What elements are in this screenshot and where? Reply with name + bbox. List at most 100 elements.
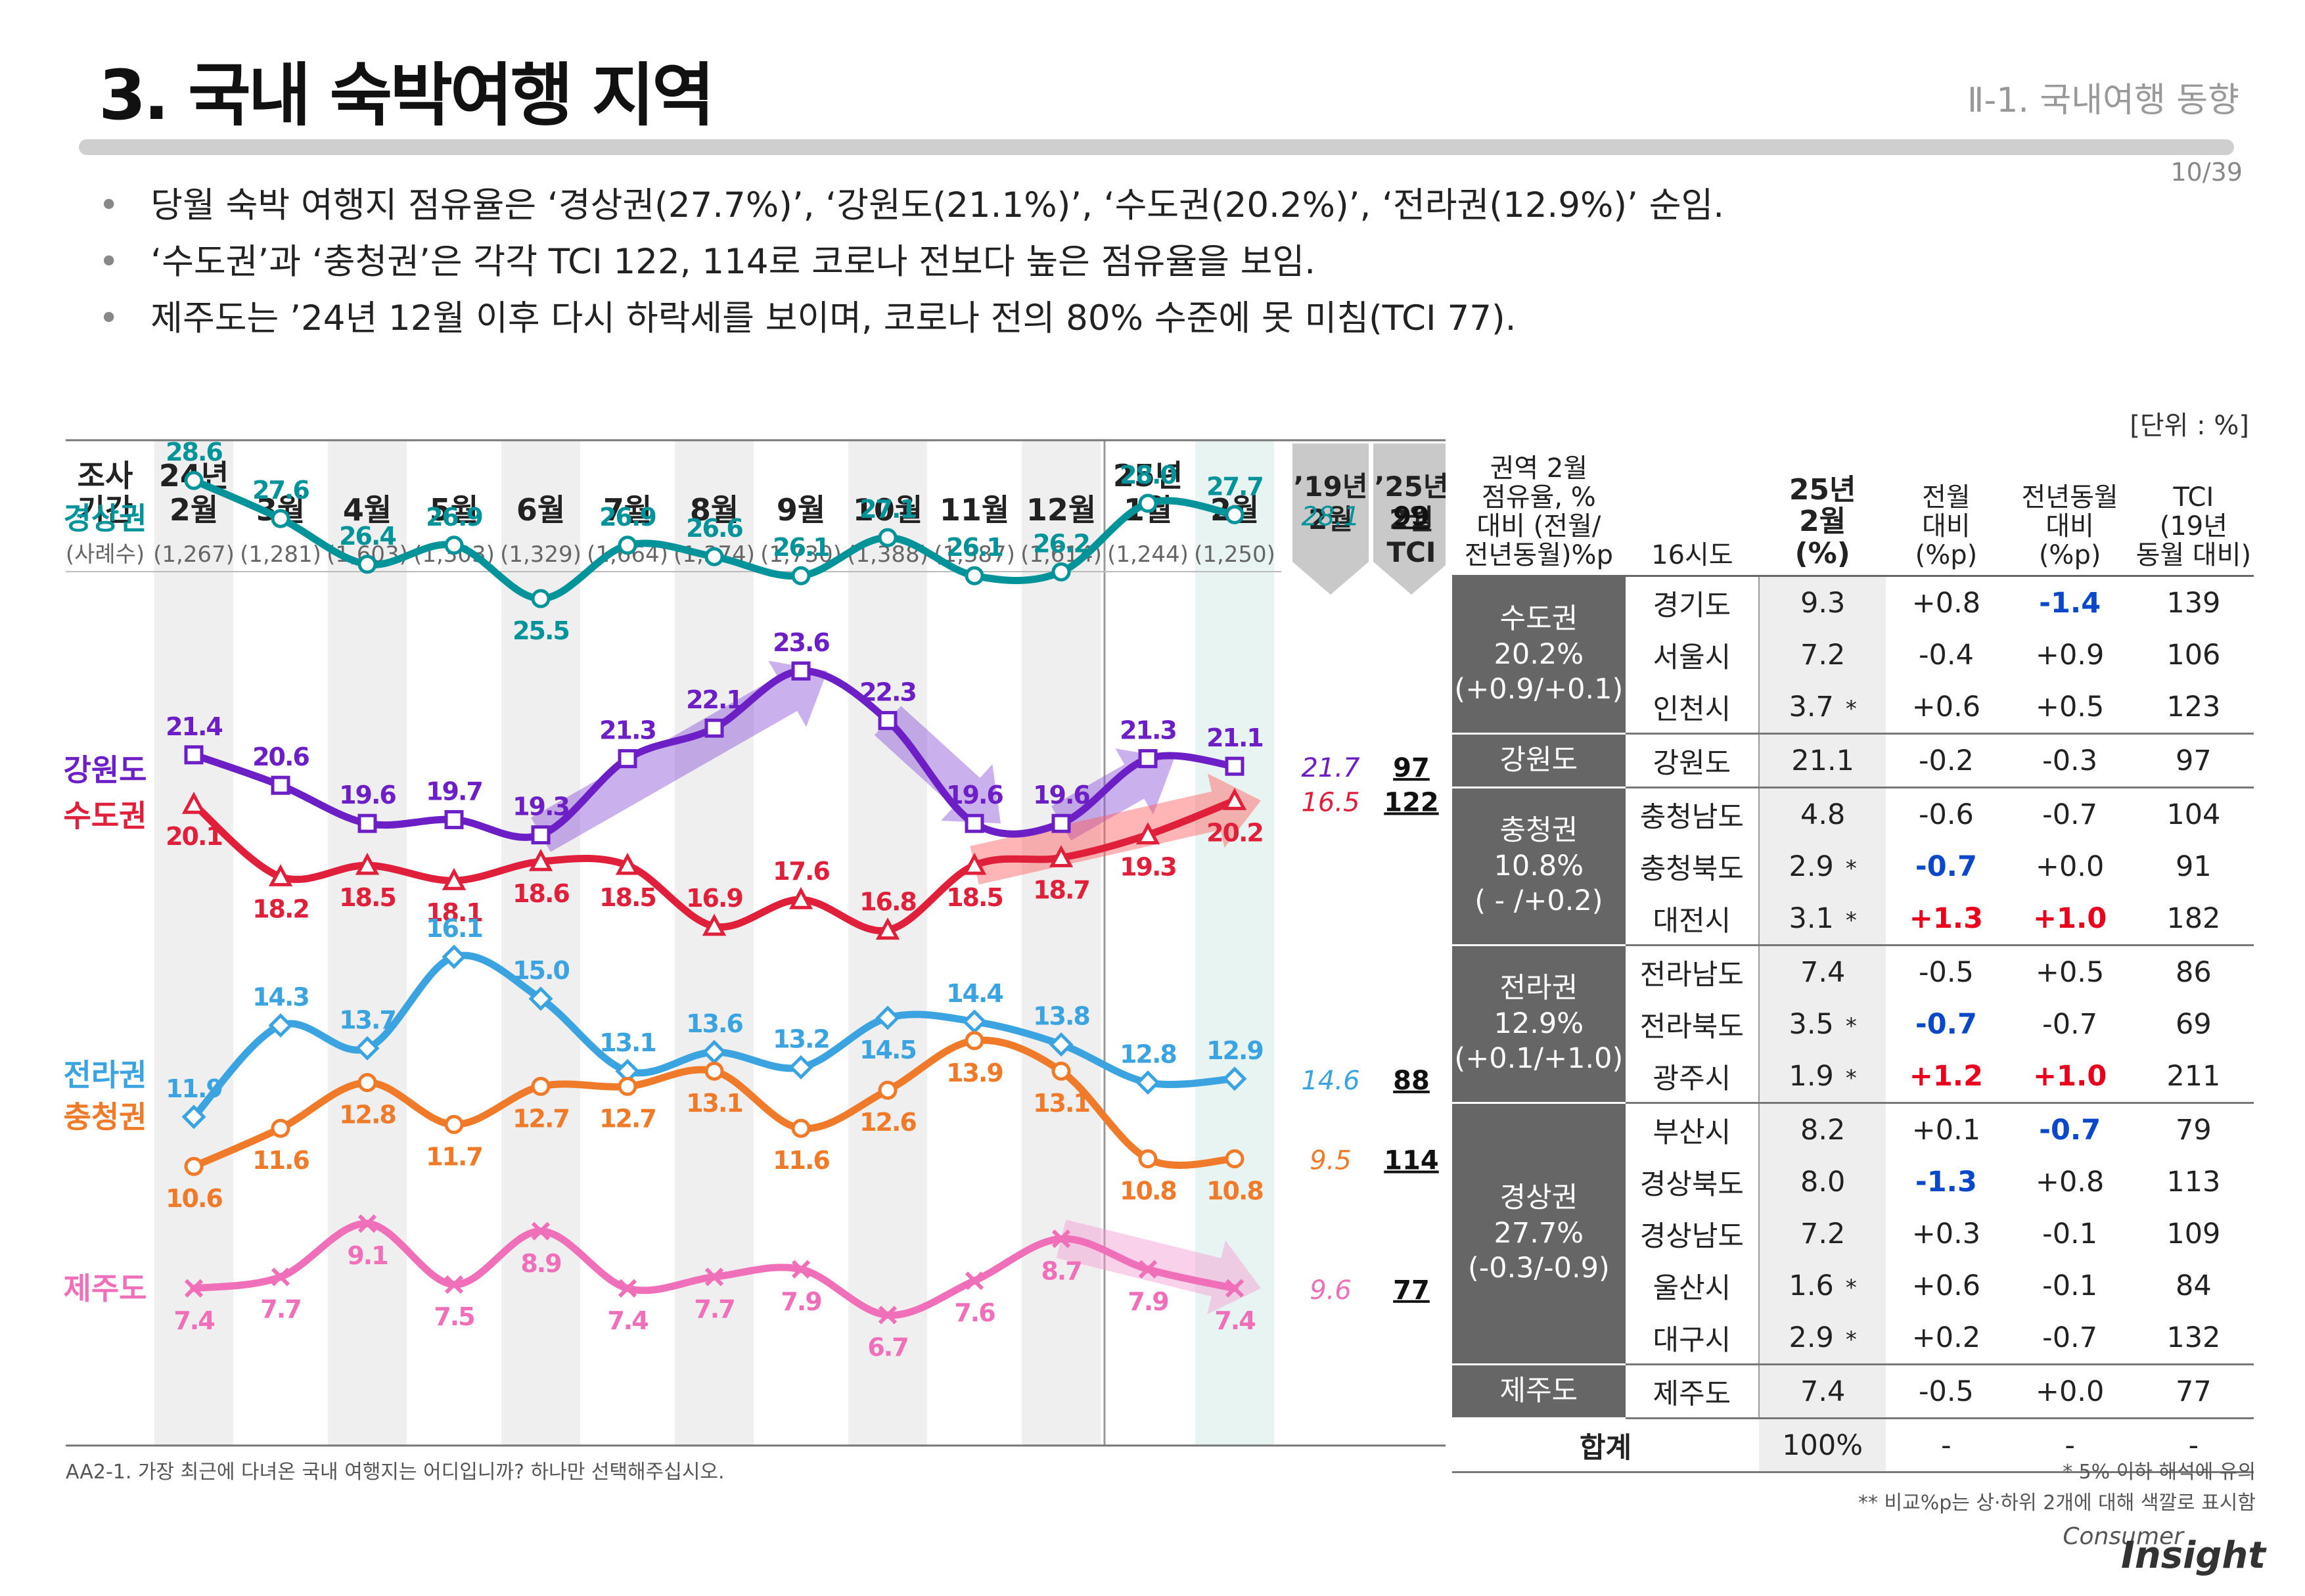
data-label: 26.9 [599,503,656,532]
data-point [1138,749,1158,769]
data-point [444,1114,464,1134]
data-label: 18.2 [252,894,309,923]
city-cell: 전라북도 [1625,998,1760,1050]
data-label: 13.1 [686,1089,742,1118]
logo-consumer: Consumer [2063,1523,2183,1550]
data-label: 10.8 [1120,1177,1176,1206]
table-row: 전라북도 3.5 * -0.7 -0.7 69 [1452,998,2254,1050]
mom-cell: +1.2 [1886,1050,2007,1104]
data-label: 18.7 [1033,875,1089,904]
data-point [704,1267,724,1287]
city-cell: 경상남도 [1625,1208,1760,1260]
mom-cell: +0.3 [1911,1217,1981,1250]
small-sample-marker: * [1845,695,1857,722]
data-label: 7.7 [694,1294,734,1323]
data-label: 18.5 [946,883,1003,912]
reference-2019-value: 16.5 [1301,787,1359,817]
region-cell: 제주도 [1452,1364,1626,1419]
mom-cell: -0.5 [1886,1364,2007,1419]
share-cell: 3.7 * [1759,681,1886,735]
period-label: 조사 [78,458,133,493]
mom-cell: -0.7 [1915,850,1977,883]
city-cell: 광주시 [1625,1050,1760,1104]
data-label: 7.9 [1128,1287,1168,1316]
header-yoy: 전년동월 대비 (%p) [2006,453,2134,577]
total-label: 합계 [1452,1417,1760,1473]
data-point [1051,813,1071,833]
data-point [528,848,553,871]
table-row: 전라권 12.9% (+0.1/+1.0) 전라남도 7.4 -0.5 +0.5 86 [1452,945,2254,1104]
data-point [615,852,640,875]
data-label: 7.9 [781,1287,821,1316]
header-city: 16시도 [1625,453,1760,577]
city-cell: 대구시 [1625,1311,1760,1365]
city-cell: 전라남도 [1625,945,1760,998]
data-label: 16.9 [686,884,742,913]
table-row: 광주시 1.9 * +1.2 +1.0 211 [1452,1050,2254,1104]
data-point [962,1009,987,1034]
region-cell: 강원도 [1452,733,1626,788]
data-point [357,555,377,574]
sample-size: (1,329) [500,541,582,568]
tci-cell: 69 [2176,1007,2212,1041]
data-point [965,566,984,585]
category-label: 4월 [343,492,392,528]
data-point [355,1036,380,1060]
reference-header-label: 2월 [1308,503,1353,536]
total-share: 100% [1759,1417,1886,1473]
data-point [618,1279,637,1298]
tci-cell: 84 [2176,1269,2212,1302]
mom-cell: +0.1 [1911,1113,1981,1147]
data-label: 22.1 [686,685,742,714]
city-cell: 제주도 [1625,1364,1760,1419]
category-label: 7월 [603,492,652,528]
data-point [1051,1229,1071,1248]
yoy-cell: -0.7 [2042,798,2098,831]
data-label: 27.7 [1206,472,1263,501]
yoy-cell: +0.0 [2035,850,2105,883]
data-label: 19.6 [1033,781,1089,809]
data-point [444,809,464,829]
tci-cell: 123 [2133,681,2254,735]
trend-arrow-gangwon-up [531,660,827,852]
tci-cell: 91 [2176,850,2212,883]
table-row: 충청권 10.8%( - /+0.2) 충청남도 4.8 -0.6 -0.7 104 [1452,787,2254,946]
yoy-cell: -0.1 [2042,1217,2098,1250]
data-point [184,1279,204,1298]
tci-cell: 77 [2133,1364,2254,1419]
period-label: 기간 [78,492,133,528]
data-label: 19.6 [339,781,396,809]
city-cell: 울산시 [1625,1260,1760,1311]
yoy-cell: +0.5 [2006,681,2134,735]
table-row: 경상권 27.7% (-0.3/-0.9) 부산시 8.2 +0.1 -0.7 79 [1452,1103,2254,1365]
data-label: 13.9 [946,1059,1003,1087]
category-year-label: 25년 [1113,458,1183,493]
tci-cell: 106 [2166,638,2221,672]
column-band [154,440,233,1446]
data-point [531,1221,551,1241]
table-header-row: 권역 2월 점유율, % 대비 (전월/전년동월)%p 16시도 25년 2월 (%) 전월 대… [1452,453,2254,577]
data-point [355,852,380,875]
table-row: 수도권 20.2% (+0.9/+0.1) 경기도 9.3 +0.8 -1.4 139 [1452,576,2254,735]
yoy-cell: +0.8 [2035,1165,2105,1198]
data-point [1049,1032,1074,1057]
data-label: 18.1 [426,898,482,927]
mom-cell: +0.6 [1911,1269,1981,1302]
data-label: 19.7 [426,777,482,806]
data-label: 15.0 [513,956,569,985]
data-label: 26.1 [773,533,829,562]
reference-header-shape [1292,444,1369,595]
tci-cell: 132 [2133,1311,2254,1365]
reference-header-label: TCI [1386,536,1436,568]
share-cell: 1.6 * [1759,1260,1886,1311]
mom-cell: -0.6 [1918,798,1974,831]
region-cell: 경상권 27.7% (-0.3/-0.9) [1452,1103,1626,1365]
data-point [357,1073,377,1093]
column-band [1022,440,1101,1446]
data-point [618,749,637,769]
category-label: 6월 [516,492,565,528]
data-point [184,1156,204,1176]
yoy-cell: +0.9 [2035,638,2105,672]
tci-cell: 109 [2166,1217,2221,1250]
header-tci: TCI (19년 동월 대비) [2133,453,2254,577]
